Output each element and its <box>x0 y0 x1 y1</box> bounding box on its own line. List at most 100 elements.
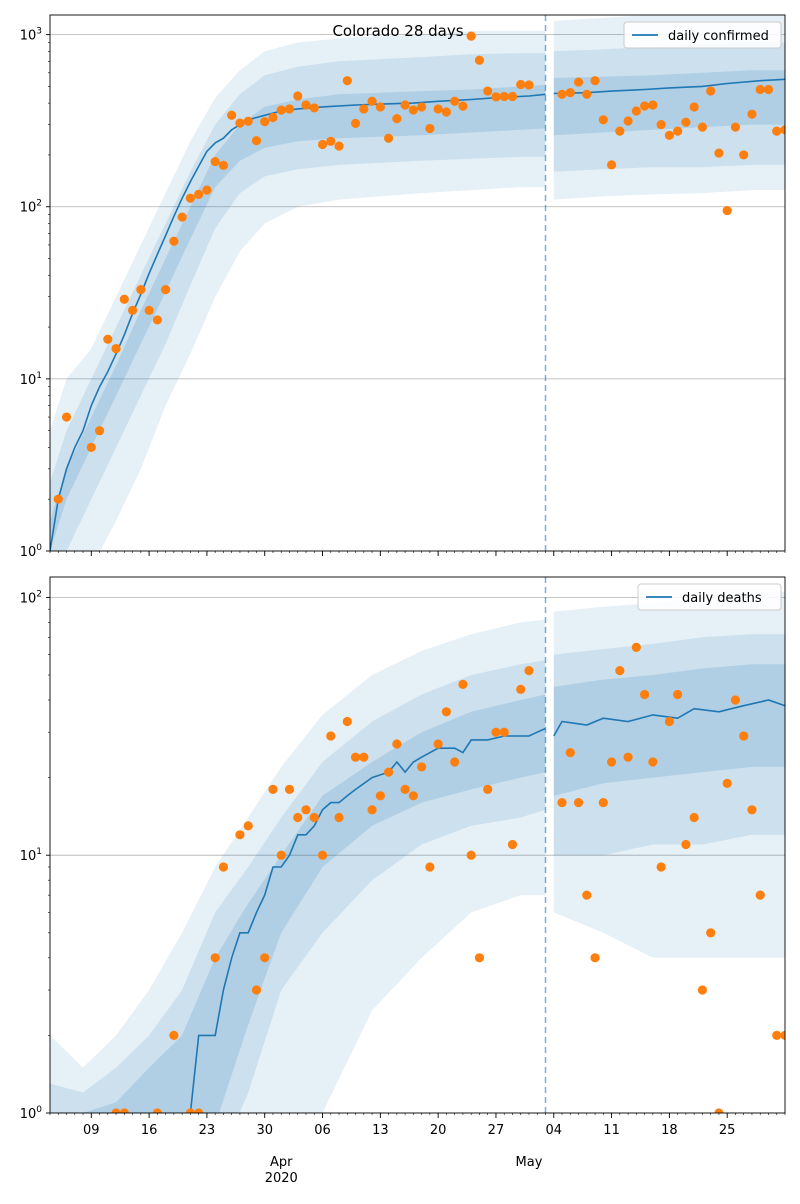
data-point <box>127 305 138 315</box>
data-point <box>152 1108 162 1113</box>
data-point <box>615 666 625 676</box>
data-point <box>714 148 724 158</box>
data-point <box>524 666 534 676</box>
band-mid <box>50 660 546 1113</box>
data-point <box>309 103 319 113</box>
data-point <box>598 797 608 808</box>
data-point <box>772 1030 782 1040</box>
data-point <box>202 185 212 195</box>
data-point <box>722 778 732 788</box>
data-point <box>218 160 229 170</box>
data-point <box>251 136 262 146</box>
legend-box <box>637 583 782 611</box>
y-tick-label: 101 <box>20 847 42 864</box>
data-point <box>557 89 567 99</box>
data-point <box>681 117 691 127</box>
data-point <box>755 84 765 95</box>
data-point <box>408 791 418 801</box>
data-point <box>697 122 708 132</box>
data-point <box>640 689 650 700</box>
legend-box <box>623 21 782 49</box>
median-line-forecast <box>553 699 785 737</box>
data-point <box>367 96 377 106</box>
band-outer <box>553 591 785 958</box>
data-point <box>177 212 187 222</box>
y-tick-label: 100 <box>20 543 43 560</box>
data-point <box>227 110 237 120</box>
data-point <box>342 716 352 727</box>
data-point <box>441 107 452 117</box>
data-point <box>673 689 683 700</box>
data-point <box>631 642 641 652</box>
data-point <box>664 716 674 727</box>
data-point <box>400 100 410 110</box>
data-point <box>648 100 658 110</box>
data-point <box>507 91 518 102</box>
data-point <box>425 862 435 872</box>
data-point <box>293 812 303 823</box>
data-point <box>342 76 352 86</box>
data-point <box>301 100 311 110</box>
data-point <box>466 850 476 860</box>
x-tick-label: 06 <box>314 1123 331 1138</box>
data-point <box>499 727 509 737</box>
data-point <box>326 731 336 741</box>
data-point <box>433 104 443 114</box>
y-tick-label: 102 <box>20 199 42 216</box>
month-label-apr: Apr <box>270 1155 293 1170</box>
data-point <box>450 96 460 106</box>
data-point <box>210 953 220 963</box>
data-point <box>86 442 96 452</box>
data-point <box>417 102 427 112</box>
data-point <box>301 805 311 815</box>
y-tick-label: 102 <box>20 589 42 606</box>
data-point <box>631 106 641 116</box>
data-point <box>706 928 716 938</box>
data-point <box>499 91 509 102</box>
data-point <box>483 86 493 96</box>
data-point <box>491 92 501 102</box>
chart-panel-1: 100 101 102 103 daily confirmed <box>20 14 786 560</box>
data-point <box>350 752 361 762</box>
data-point <box>326 136 336 146</box>
data-point <box>582 89 592 99</box>
data-point <box>119 294 129 304</box>
data-point <box>400 784 410 794</box>
data-point <box>730 695 741 705</box>
data-point <box>194 189 204 199</box>
data-point <box>293 91 303 101</box>
data-point <box>656 862 666 872</box>
data-point <box>169 1030 179 1040</box>
data-point <box>474 55 485 65</box>
plot-area <box>50 577 785 1113</box>
data-point <box>780 1030 785 1040</box>
band-outer <box>553 15 785 200</box>
data-point <box>681 839 691 850</box>
data-point <box>375 102 385 112</box>
data-point <box>747 109 757 119</box>
data-point <box>565 748 575 758</box>
data-point <box>763 84 774 95</box>
data-point <box>466 31 476 41</box>
data-point <box>161 285 171 295</box>
data-point <box>772 126 782 136</box>
x-tick-label: 13 <box>372 1123 389 1138</box>
y-tick-label: 100 <box>20 1105 43 1122</box>
band-inner <box>553 70 785 136</box>
data-point <box>714 1108 724 1113</box>
data-point <box>722 205 732 216</box>
data-point <box>417 762 427 772</box>
data-point <box>516 79 526 90</box>
data-point <box>383 767 394 777</box>
data-point <box>697 985 708 995</box>
data-point <box>648 757 658 767</box>
data-point <box>573 77 584 87</box>
data-point <box>210 156 220 167</box>
year-label: 2020 <box>265 1171 298 1186</box>
data-point <box>441 707 452 717</box>
data-point <box>507 839 518 850</box>
data-point <box>61 412 72 422</box>
band-inner <box>50 694 546 1113</box>
data-point <box>53 494 63 504</box>
data-point <box>623 116 633 126</box>
